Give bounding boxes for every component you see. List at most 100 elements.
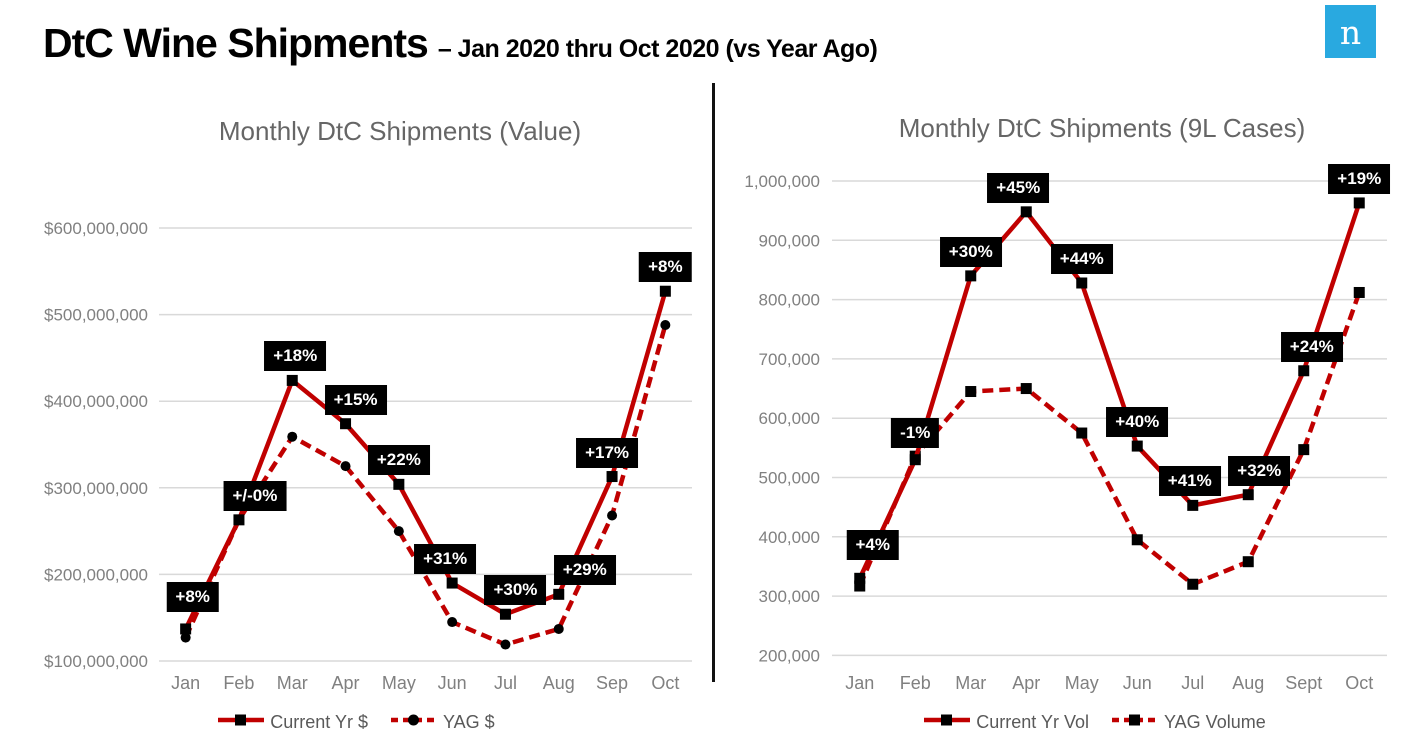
data-point-marker bbox=[854, 572, 866, 584]
y-tick-label: 500,000 bbox=[759, 469, 820, 488]
legend-label: YAG $ bbox=[443, 712, 495, 732]
data-point-marker bbox=[1131, 440, 1143, 452]
data-point-marker bbox=[1353, 286, 1365, 298]
x-tick-label: Apr bbox=[332, 673, 360, 693]
percent-change-label: +30% bbox=[484, 575, 547, 606]
x-tick-label: Sept bbox=[1285, 673, 1322, 693]
chart-divider bbox=[712, 83, 715, 682]
solid-line-square-marker-icon bbox=[923, 713, 971, 732]
y-tick-label: 800,000 bbox=[759, 291, 820, 310]
volume-chart: 1,000,000 900,000 800,000 700,000 600,000 500… bbox=[712, 90, 1405, 715]
legend-label: YAG Volume bbox=[1164, 712, 1266, 732]
data-point-marker bbox=[1187, 499, 1199, 511]
percent-change-label: +17% bbox=[576, 437, 639, 468]
legend-label: Current Yr $ bbox=[270, 712, 368, 732]
page-title-main: DtC Wine Shipments bbox=[43, 20, 429, 66]
value-chart: $600,000,000 $500,000,000 $400,000,000 $300… bbox=[0, 90, 712, 715]
x-tick-label: Jul bbox=[1181, 673, 1204, 693]
nielsen-logo-letter: n bbox=[1339, 13, 1362, 52]
y-tick-label: $200,000,000 bbox=[44, 565, 148, 584]
x-tick-label: Aug bbox=[1232, 673, 1264, 693]
data-point-marker bbox=[1020, 383, 1032, 395]
x-tick-label: Feb bbox=[223, 673, 254, 693]
data-point-marker bbox=[854, 580, 866, 592]
x-tick-label: Jan bbox=[171, 673, 200, 693]
page-title-subtitle: – Jan 2020 thru Oct 2020 (vs Year Ago) bbox=[437, 35, 878, 63]
dashed-line-square-marker-icon bbox=[1111, 713, 1159, 732]
y-tick-label: 200,000 bbox=[759, 646, 820, 665]
data-point-marker bbox=[180, 632, 191, 643]
data-point-marker bbox=[660, 319, 671, 330]
dashed-line-circle-marker-icon bbox=[390, 713, 438, 732]
yag-line bbox=[857, 291, 1362, 587]
data-point-marker bbox=[1187, 578, 1199, 590]
percent-change-label: +22% bbox=[367, 445, 430, 476]
data-point-marker bbox=[340, 418, 352, 430]
current-yr-line bbox=[857, 202, 1362, 580]
data-point-marker bbox=[446, 577, 458, 589]
value-chart-legend: Current Yr $ YAG $ bbox=[0, 712, 712, 733]
percent-change-label: +44% bbox=[1050, 243, 1113, 274]
data-point-marker bbox=[393, 478, 405, 490]
data-point-marker bbox=[393, 526, 404, 537]
current-yr-line bbox=[183, 290, 668, 630]
percent-change-label: +15% bbox=[324, 384, 387, 415]
legend-item-yag-volume: YAG Volume bbox=[1111, 712, 1266, 733]
y-tick-label: $500,000,000 bbox=[44, 306, 148, 325]
data-point-marker bbox=[553, 623, 564, 634]
x-tick-label: Sep bbox=[596, 673, 628, 693]
data-point-marker bbox=[606, 471, 618, 483]
y-tick-label: 700,000 bbox=[759, 350, 820, 369]
x-tick-label: Jul bbox=[494, 673, 517, 693]
percent-change-label: +/-0% bbox=[223, 480, 287, 511]
volume-chart-legend: Current Yr Vol YAG Volume bbox=[712, 712, 1405, 733]
percent-change-label: +18% bbox=[264, 341, 327, 372]
x-tick-label: Feb bbox=[900, 673, 931, 693]
data-point-marker bbox=[1298, 444, 1310, 456]
legend-label: Current Yr Vol bbox=[976, 712, 1089, 732]
y-tick-label: 400,000 bbox=[759, 528, 820, 547]
data-point-marker bbox=[1076, 427, 1088, 439]
x-tick-label: Aug bbox=[543, 673, 575, 693]
data-point-marker bbox=[286, 374, 298, 386]
y-tick-label: 1,000,000 bbox=[744, 172, 820, 191]
x-tick-label: Apr bbox=[1012, 673, 1040, 693]
y-tick-label: 300,000 bbox=[759, 587, 820, 606]
legend-item-current-yr-dollars: Current Yr $ bbox=[217, 712, 368, 733]
nielsen-logo: n bbox=[1325, 5, 1376, 58]
data-point-marker bbox=[909, 454, 921, 466]
x-tick-label: Mar bbox=[277, 673, 308, 693]
y-tick-label: $400,000,000 bbox=[44, 392, 148, 411]
percent-change-label: +24% bbox=[1280, 331, 1343, 362]
percent-change-label: +41% bbox=[1158, 466, 1221, 497]
x-tick-label: Oct bbox=[1345, 673, 1373, 693]
volume-chart-title: Monthly DtC Shipments (9L Cases) bbox=[898, 113, 1306, 143]
x-tick-label: Jan bbox=[845, 673, 874, 693]
x-tick-label: Jun bbox=[438, 673, 467, 693]
data-point-marker bbox=[659, 285, 671, 297]
y-tick-label: $600,000,000 bbox=[44, 219, 148, 238]
solid-line-square-marker-icon bbox=[217, 713, 265, 732]
percent-change-label: +8% bbox=[639, 252, 692, 283]
data-point-marker bbox=[499, 608, 511, 620]
data-point-marker bbox=[1242, 556, 1254, 568]
y-tick-label: $300,000,000 bbox=[44, 479, 148, 498]
percent-change-label: +30% bbox=[939, 236, 1002, 267]
percent-change-label: -1% bbox=[891, 417, 940, 448]
data-point-marker bbox=[965, 386, 977, 398]
data-point-marker bbox=[233, 514, 245, 526]
data-point-marker bbox=[1242, 489, 1254, 501]
data-point-marker bbox=[553, 588, 565, 600]
x-tick-label: May bbox=[382, 673, 416, 693]
data-point-marker bbox=[500, 639, 511, 650]
page-title: DtC Wine Shipments – Jan 2020 thru Oct 2… bbox=[43, 20, 878, 67]
percent-change-label: +8% bbox=[166, 581, 219, 612]
percent-change-label: +31% bbox=[414, 544, 477, 575]
data-point-marker bbox=[180, 623, 192, 635]
percent-change-label: +4% bbox=[846, 530, 899, 561]
x-tick-label: May bbox=[1065, 673, 1099, 693]
percent-change-label: +32% bbox=[1228, 455, 1291, 486]
percent-change-label: +19% bbox=[1328, 163, 1391, 194]
data-point-marker bbox=[1131, 534, 1143, 546]
legend-item-yag-dollars: YAG $ bbox=[390, 712, 495, 733]
